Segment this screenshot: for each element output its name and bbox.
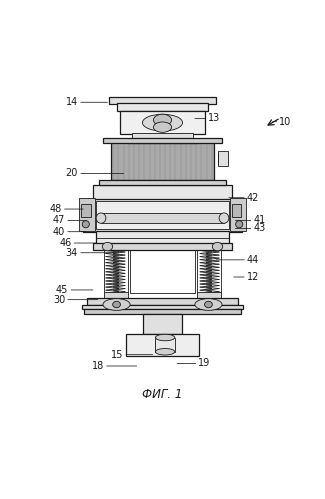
Ellipse shape <box>153 122 172 132</box>
Text: 10: 10 <box>273 117 292 127</box>
Bar <box>130 250 195 293</box>
Ellipse shape <box>155 334 175 341</box>
Ellipse shape <box>155 348 175 355</box>
Text: 48: 48 <box>50 204 83 214</box>
Bar <box>96 231 229 244</box>
Text: 14: 14 <box>66 97 108 107</box>
Bar <box>109 97 216 104</box>
Text: 20: 20 <box>66 169 124 179</box>
Ellipse shape <box>102 243 113 251</box>
Bar <box>117 103 208 111</box>
Bar <box>87 298 238 305</box>
Bar <box>93 243 232 250</box>
Ellipse shape <box>195 299 222 310</box>
Ellipse shape <box>204 301 212 308</box>
Bar <box>81 204 91 217</box>
Bar <box>232 204 241 217</box>
Bar <box>127 139 198 143</box>
Text: 13: 13 <box>195 113 220 123</box>
Text: 47: 47 <box>53 216 86 226</box>
Bar <box>111 142 214 180</box>
Text: 18: 18 <box>92 361 136 371</box>
Bar <box>143 314 182 334</box>
Text: 15: 15 <box>111 350 153 360</box>
Text: 34: 34 <box>66 248 114 258</box>
Ellipse shape <box>212 243 223 251</box>
Bar <box>104 292 127 299</box>
Ellipse shape <box>155 337 175 352</box>
Bar <box>217 151 228 166</box>
Ellipse shape <box>142 114 183 131</box>
Text: 45: 45 <box>56 285 93 295</box>
Bar <box>155 337 175 352</box>
Ellipse shape <box>153 114 172 126</box>
Ellipse shape <box>236 221 243 228</box>
Text: 19: 19 <box>177 358 211 368</box>
Ellipse shape <box>82 221 89 228</box>
Text: 42: 42 <box>229 193 259 203</box>
Bar <box>83 199 242 232</box>
Text: ФИГ. 1: ФИГ. 1 <box>142 388 183 401</box>
Text: 41: 41 <box>235 216 266 226</box>
Bar <box>82 304 243 309</box>
Bar <box>126 334 199 356</box>
Text: 44: 44 <box>216 255 259 265</box>
Ellipse shape <box>103 299 130 310</box>
Bar <box>101 213 224 223</box>
Text: 46: 46 <box>59 238 96 248</box>
Bar <box>103 138 222 143</box>
Bar <box>84 309 241 314</box>
Text: 40: 40 <box>53 227 86 237</box>
Bar <box>79 199 95 231</box>
Bar <box>198 292 221 299</box>
Bar <box>99 180 226 186</box>
Ellipse shape <box>113 301 121 308</box>
Text: 30: 30 <box>53 295 98 305</box>
Bar <box>96 201 229 230</box>
Bar <box>121 111 204 134</box>
Ellipse shape <box>219 213 229 223</box>
Text: 12: 12 <box>234 272 259 282</box>
Bar <box>230 199 246 231</box>
Ellipse shape <box>96 213 106 223</box>
Text: 43: 43 <box>235 224 266 234</box>
Bar <box>93 185 232 200</box>
Bar <box>132 133 193 140</box>
